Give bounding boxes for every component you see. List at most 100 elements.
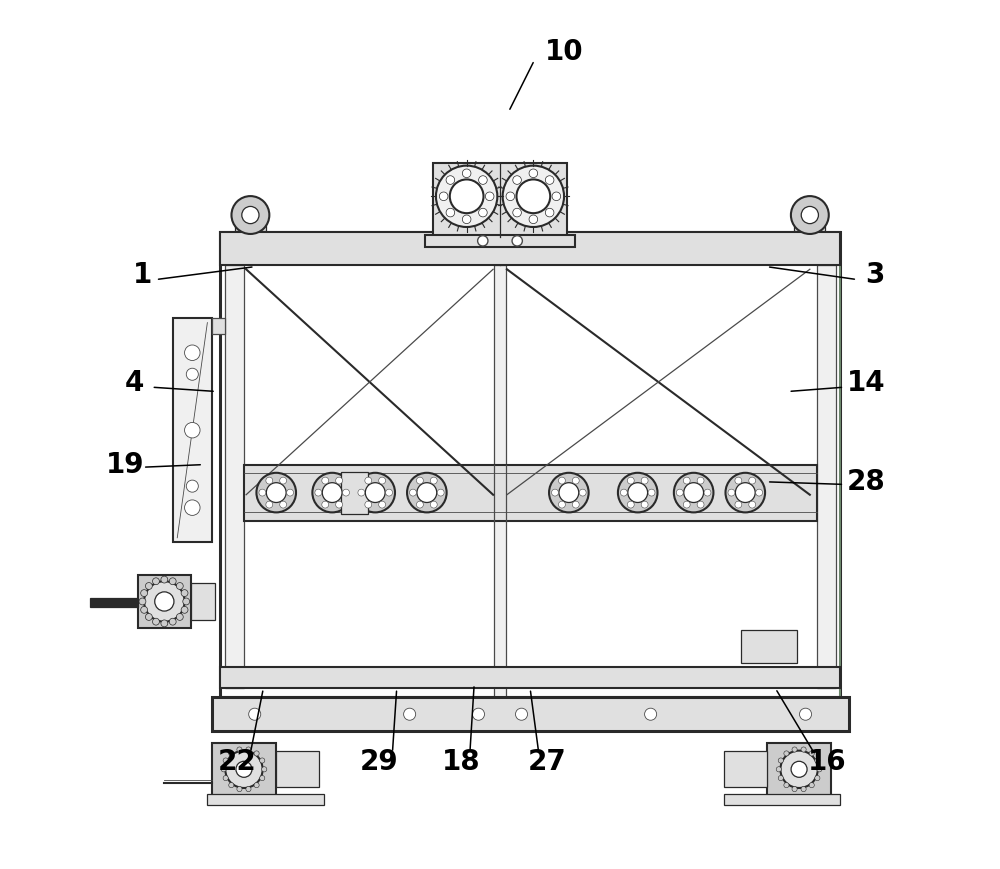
Circle shape <box>558 501 565 508</box>
Circle shape <box>513 176 521 184</box>
Circle shape <box>365 482 385 502</box>
Circle shape <box>817 766 822 772</box>
Circle shape <box>141 607 148 614</box>
Circle shape <box>815 775 820 780</box>
Circle shape <box>365 477 372 484</box>
Circle shape <box>379 501 386 508</box>
Circle shape <box>792 747 797 752</box>
Circle shape <box>231 196 269 234</box>
Bar <box>207 794 324 805</box>
Circle shape <box>479 209 487 217</box>
Circle shape <box>343 489 349 496</box>
Circle shape <box>430 501 437 508</box>
Circle shape <box>513 209 521 217</box>
Circle shape <box>322 477 329 484</box>
Circle shape <box>749 477 756 484</box>
Circle shape <box>791 761 807 777</box>
Bar <box>212 318 225 334</box>
Circle shape <box>223 758 228 763</box>
Circle shape <box>322 482 342 502</box>
Circle shape <box>407 473 447 513</box>
Text: 4: 4 <box>125 368 144 397</box>
Circle shape <box>512 235 522 246</box>
Circle shape <box>266 482 286 502</box>
Circle shape <box>436 166 497 227</box>
Text: 28: 28 <box>846 468 885 496</box>
Circle shape <box>479 176 487 184</box>
Circle shape <box>756 489 763 496</box>
Circle shape <box>792 786 797 792</box>
Circle shape <box>809 751 814 756</box>
Circle shape <box>648 489 655 496</box>
Circle shape <box>784 751 789 756</box>
Circle shape <box>725 473 765 513</box>
Circle shape <box>674 473 713 513</box>
Circle shape <box>186 480 198 492</box>
Circle shape <box>315 489 322 496</box>
Circle shape <box>676 489 683 496</box>
Bar <box>741 630 797 662</box>
Circle shape <box>161 576 168 583</box>
Circle shape <box>735 477 742 484</box>
Circle shape <box>618 473 658 513</box>
Circle shape <box>516 179 550 213</box>
Circle shape <box>280 477 287 484</box>
Circle shape <box>697 501 704 508</box>
Circle shape <box>237 786 242 792</box>
Text: 1: 1 <box>133 262 152 289</box>
Circle shape <box>704 489 711 496</box>
Circle shape <box>254 751 259 756</box>
Text: 18: 18 <box>442 747 481 775</box>
Circle shape <box>545 176 554 184</box>
Circle shape <box>223 775 228 780</box>
Circle shape <box>225 751 263 788</box>
Circle shape <box>791 196 829 234</box>
Bar <box>794 222 825 230</box>
Circle shape <box>417 482 437 502</box>
Circle shape <box>641 477 648 484</box>
Bar <box>212 743 276 796</box>
Circle shape <box>552 192 561 201</box>
Circle shape <box>145 582 152 589</box>
Circle shape <box>229 751 234 756</box>
Circle shape <box>728 489 735 496</box>
Bar <box>220 232 840 697</box>
Circle shape <box>256 473 296 513</box>
Circle shape <box>778 758 783 763</box>
Bar <box>341 472 368 514</box>
Circle shape <box>437 489 444 496</box>
Bar <box>276 751 319 787</box>
Text: 29: 29 <box>360 747 399 775</box>
Circle shape <box>141 590 148 596</box>
Circle shape <box>287 489 294 496</box>
Circle shape <box>355 473 395 513</box>
Bar <box>425 235 575 247</box>
Circle shape <box>410 489 416 496</box>
Text: 19: 19 <box>106 451 145 479</box>
Circle shape <box>139 598 146 605</box>
Circle shape <box>628 482 648 502</box>
Circle shape <box>780 751 818 788</box>
Circle shape <box>153 618 159 625</box>
Circle shape <box>683 477 690 484</box>
Text: 3: 3 <box>865 262 884 289</box>
Bar <box>767 743 831 796</box>
Circle shape <box>259 489 266 496</box>
Text: 27: 27 <box>528 747 567 775</box>
Circle shape <box>312 473 352 513</box>
Circle shape <box>365 501 372 508</box>
Circle shape <box>186 368 198 381</box>
Circle shape <box>462 169 471 177</box>
Circle shape <box>181 607 188 614</box>
Circle shape <box>579 489 586 496</box>
Bar <box>138 574 191 628</box>
Bar <box>212 697 849 732</box>
Circle shape <box>627 501 634 508</box>
Circle shape <box>246 747 251 752</box>
Bar <box>494 265 506 697</box>
Circle shape <box>645 708 657 720</box>
Circle shape <box>749 501 756 508</box>
Circle shape <box>236 761 252 777</box>
Bar <box>90 598 138 607</box>
Bar <box>220 232 840 265</box>
